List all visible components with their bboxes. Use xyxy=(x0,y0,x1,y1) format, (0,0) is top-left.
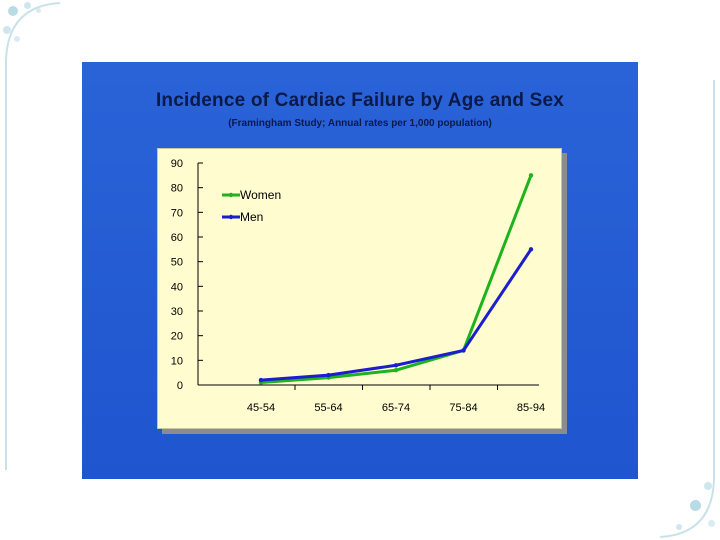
data-point-men xyxy=(393,363,399,368)
legend-label-men: Men xyxy=(240,210,263,224)
slide-panel: Incidence of Cardiac Failure by Age and … xyxy=(82,62,638,479)
legend-marker-men xyxy=(228,214,234,220)
x-tick-label: 85-94 xyxy=(517,402,545,414)
chart-subtitle: (Framingham Study; Annual rates per 1,00… xyxy=(228,118,492,129)
line-chart: 0 10 20 30 40 50 60 70 80 90 45-54 55-64 65-74 75-84 8… xyxy=(171,158,566,414)
decor-bubble xyxy=(36,8,41,13)
chart-title: Incidence of Cardiac Failure by Age and … xyxy=(155,90,565,111)
decor-bubble xyxy=(690,500,701,511)
y-tick-label: 30 xyxy=(171,306,183,318)
y-tick-label: 20 xyxy=(171,331,183,343)
x-tick-label: 45-54 xyxy=(247,402,275,414)
data-point-men xyxy=(258,377,264,383)
decor-bubble xyxy=(8,6,18,16)
x-tick-label: 65-74 xyxy=(382,402,410,414)
y-tick-label: 40 xyxy=(171,281,183,293)
y-tick-label: 50 xyxy=(171,257,183,269)
y-tick-label: 90 xyxy=(171,158,183,170)
decor-bubble xyxy=(24,2,31,9)
decor-bubble xyxy=(3,26,11,34)
decor-bubble xyxy=(676,524,682,530)
y-tick-label: 70 xyxy=(171,207,183,219)
y-tick-label: 60 xyxy=(171,232,183,244)
data-point-men xyxy=(461,348,466,353)
decor-bubble xyxy=(14,36,20,42)
x-tick-label: 55-64 xyxy=(314,402,342,414)
chart-area: 0 10 20 30 40 50 60 70 80 90 45-54 55-64 65-74 75-84 8… xyxy=(157,148,566,429)
series-line-women xyxy=(260,174,533,385)
data-point-women xyxy=(528,173,534,178)
legend-marker-women xyxy=(228,192,234,198)
series-line-men xyxy=(260,248,533,382)
data-point-women xyxy=(393,368,399,373)
y-tick-label: 80 xyxy=(171,183,183,195)
y-tick-label: 0 xyxy=(177,380,183,392)
y-tick-label: 10 xyxy=(171,355,183,367)
legend-label-women: Women xyxy=(240,188,281,202)
data-point-men xyxy=(528,247,534,252)
decor-bubble xyxy=(704,482,712,490)
data-point-men xyxy=(326,372,331,378)
x-tick-label: 75-84 xyxy=(449,402,477,414)
decor-bubble xyxy=(708,520,715,527)
